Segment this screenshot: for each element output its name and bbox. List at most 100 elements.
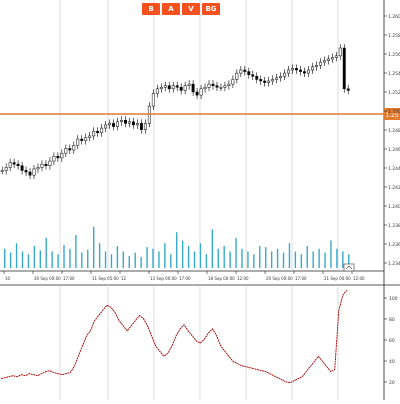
- price-tick-label: 1.234: [388, 261, 400, 267]
- candle-body: [155, 88, 159, 94]
- volume-bar: [276, 248, 279, 268]
- candle-body: [283, 72, 287, 77]
- indicator-axis: 100 80 60 40 20: [384, 296, 398, 386]
- candle-body: [211, 83, 215, 86]
- time-tick-label: 20 Sep 00:00: [266, 276, 293, 281]
- volume-bar: [158, 251, 160, 268]
- price-tick-label: 1.248: [388, 128, 400, 134]
- time-tick-label: 12:00: [353, 276, 365, 281]
- candle-body: [68, 148, 72, 151]
- volume-bar: [229, 251, 231, 268]
- time-tick-label: 17:00: [179, 276, 191, 281]
- price-tick-label: 1.236: [388, 242, 400, 248]
- candle-body: [303, 71, 306, 74]
- candle-body: [231, 79, 235, 85]
- volume-bar: [270, 251, 273, 268]
- candle-body: [175, 85, 179, 88]
- volume-bar: [51, 251, 53, 268]
- volume-bar: [128, 255, 130, 268]
- toolbar-button-bg[interactable]: BG: [202, 3, 220, 15]
- candle-body: [326, 58, 330, 61]
- candle-body: [84, 137, 88, 141]
- volume-bar: [324, 252, 326, 268]
- indicator-tick-label: 40: [389, 359, 395, 365]
- volume-bar: [336, 248, 338, 268]
- price-tick-label: 1.244: [388, 166, 400, 172]
- price-tick-label: 1.246: [388, 147, 400, 153]
- time-tick-label: 18 Sep 00:00: [208, 276, 235, 281]
- volume-bar: [81, 252, 83, 268]
- price-tick-label: 1.240: [388, 204, 400, 210]
- candle-body: [215, 85, 219, 88]
- candle-body: [76, 138, 80, 146]
- volume-bar: [87, 249, 89, 268]
- candle-body: [239, 69, 243, 74]
- price-tick-label: 1.258: [388, 33, 400, 39]
- candle-body: [179, 87, 183, 91]
- volume-bar: [282, 252, 285, 268]
- indicator-tick-label: 100: [389, 296, 398, 302]
- volume-bar: [187, 246, 190, 268]
- volume-bar: [110, 254, 113, 268]
- candle-body: [92, 130, 96, 137]
- indicator-series-line: [0, 289, 348, 384]
- candle-body: [199, 88, 203, 96]
- candle-body: [307, 69, 310, 74]
- volume-bar: [45, 237, 47, 268]
- candle-body: [235, 72, 239, 80]
- volume-bar: [92, 226, 95, 268]
- current-price-label: 1.25: [385, 112, 399, 119]
- time-tick-label: 12: [121, 276, 127, 281]
- candle-body: [88, 135, 92, 138]
- volume-bar: [57, 254, 59, 268]
- candle-body: [267, 80, 271, 83]
- toolbar-button-b[interactable]: B: [142, 3, 160, 15]
- candle-body: [4, 167, 8, 171]
- candle-body: [299, 69, 302, 72]
- volume-bar: [33, 246, 36, 268]
- candle-body: [314, 65, 318, 68]
- time-tick-label: 10: [5, 276, 11, 281]
- volume-bar: [140, 257, 142, 268]
- candle-body: [346, 88, 350, 91]
- time-tick-label: 30 Sep 00:00: [34, 276, 61, 281]
- volume-bar: [63, 244, 65, 268]
- panel-resize-handle[interactable]: [343, 263, 355, 272]
- time-tick-label: 12:00: [237, 276, 249, 281]
- candle-body: [132, 121, 135, 126]
- candle-body: [36, 167, 40, 170]
- candle-body: [163, 85, 167, 88]
- volume-bar: [164, 243, 166, 268]
- volume-bar: [211, 229, 214, 268]
- volume-bar: [306, 246, 308, 268]
- volume-bar: [223, 246, 225, 268]
- candle-body: [255, 76, 259, 80]
- candle-body: [251, 74, 255, 77]
- volume-bars: [4, 226, 350, 268]
- volume-bar: [4, 248, 6, 268]
- candle-body: [139, 123, 143, 130]
- volume-bar: [134, 252, 136, 268]
- indicator-tick-label: 20: [389, 380, 395, 386]
- volume-bar: [39, 250, 41, 268]
- volume-bar: [318, 248, 320, 268]
- toolbar-button-a[interactable]: A: [162, 3, 180, 15]
- candle-body: [203, 87, 207, 90]
- candle-body: [44, 163, 48, 166]
- candlesticks: [0, 44, 350, 180]
- volume-bar: [193, 251, 196, 268]
- candle-body: [143, 123, 147, 130]
- time-tick-label: 17:00: [295, 276, 307, 281]
- toolbar-button-v[interactable]: V: [182, 3, 200, 15]
- price-tick-label: 1.238: [388, 223, 400, 229]
- candle-body: [32, 168, 36, 176]
- candle-body: [135, 123, 139, 126]
- volume-bar: [348, 254, 350, 268]
- volume-bar: [235, 237, 237, 268]
- indicator-line: [0, 289, 348, 384]
- price-tick-label: 1.242: [388, 185, 400, 191]
- price-tick-label: 1.250: [388, 109, 400, 115]
